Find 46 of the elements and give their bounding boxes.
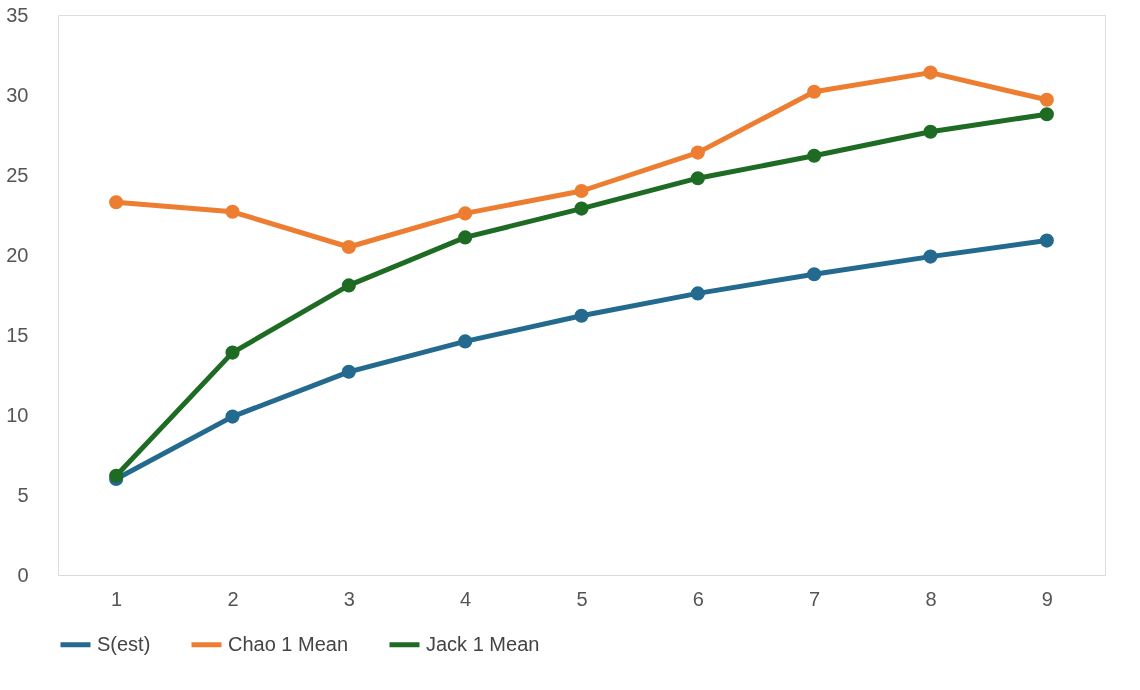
point xyxy=(341,278,356,293)
x-tick-label: 7 xyxy=(809,587,821,610)
point xyxy=(574,308,589,323)
y-tick-label: 25 xyxy=(6,163,29,186)
point xyxy=(341,239,356,255)
legend-label: Jack 1 Mean xyxy=(426,632,540,655)
point xyxy=(341,364,356,379)
point xyxy=(109,195,124,210)
point xyxy=(690,145,705,160)
point xyxy=(807,267,822,282)
point xyxy=(225,345,240,360)
x-tick-label: 1 xyxy=(111,587,123,610)
y-tick-label: 5 xyxy=(17,483,29,506)
x-tick-label: 9 xyxy=(1041,587,1053,610)
point xyxy=(807,84,822,99)
point xyxy=(225,204,240,219)
point xyxy=(225,409,240,424)
legend-label: Chao 1 Mean xyxy=(228,632,349,655)
point xyxy=(458,206,473,221)
y-tick-label: 30 xyxy=(6,83,29,106)
y-tick-label: 0 xyxy=(17,563,29,586)
legend-label: S(est) xyxy=(97,632,151,655)
x-tick-label: 4 xyxy=(460,587,472,610)
y-tick-label: 10 xyxy=(6,403,29,426)
x-tick-label: 2 xyxy=(227,587,239,610)
y-tick-label: 15 xyxy=(6,323,29,346)
x-tick-label: 5 xyxy=(576,587,588,610)
y-tick-label: 20 xyxy=(6,243,29,266)
x-tick-label: 6 xyxy=(692,587,704,610)
point xyxy=(574,183,589,199)
point xyxy=(109,468,124,483)
point xyxy=(923,249,938,264)
point xyxy=(1039,107,1054,122)
point xyxy=(690,171,705,186)
point xyxy=(923,65,938,80)
point xyxy=(458,334,473,349)
point xyxy=(458,230,473,245)
x-tick-label: 3 xyxy=(343,587,355,610)
point xyxy=(807,148,822,163)
point xyxy=(1039,233,1054,248)
y-tick-label: 35 xyxy=(6,3,29,26)
point xyxy=(1039,92,1054,107)
point xyxy=(574,201,589,216)
point xyxy=(923,124,938,139)
point xyxy=(690,286,705,301)
x-tick-label: 8 xyxy=(925,587,937,610)
